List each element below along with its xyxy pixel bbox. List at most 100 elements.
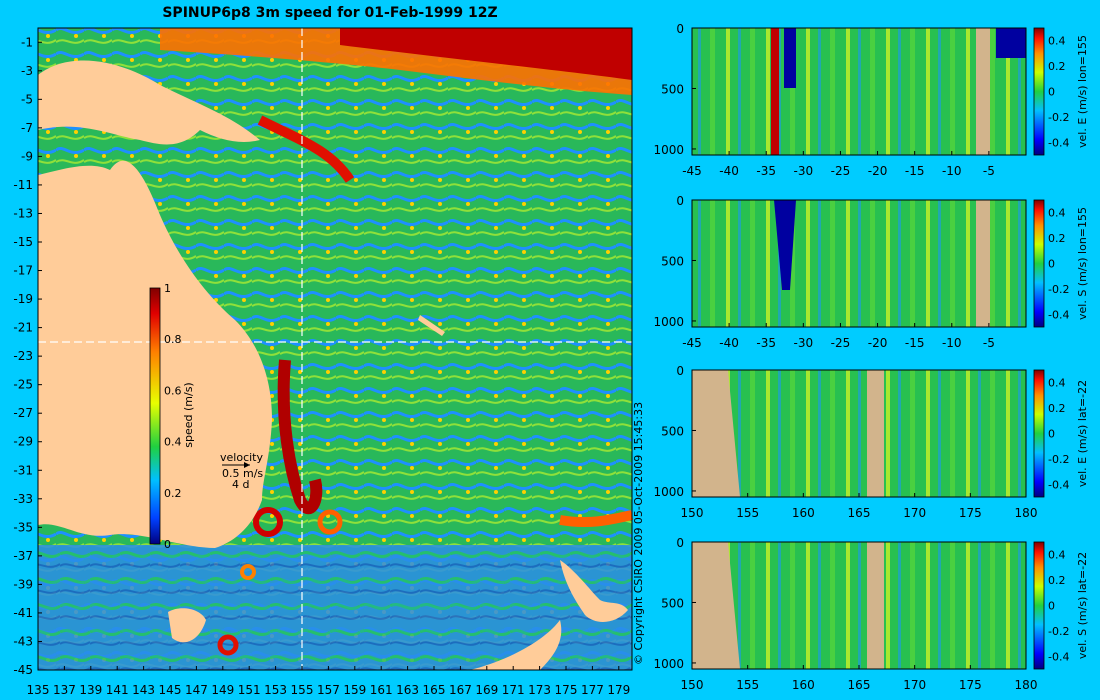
map-x-tick-label: 171 [502,683,525,697]
section-colorbar-tick-label: 0.2 [1048,60,1066,73]
section-y-tick-label: 1000 [653,315,684,329]
section-colorbar-tick-label: -0.2 [1048,111,1069,124]
section-panel-1 [691,27,1045,156]
map-x-tick-label: 143 [132,683,155,697]
section-y-tick-label: 1000 [653,143,684,157]
map-y-tick-label: -43 [13,634,33,648]
section-x-tick-label: -25 [831,336,851,350]
section-3-land [692,370,740,497]
section-colorbar-tick-label: 0.4 [1048,207,1066,220]
velocity-key: velocity 0.5 m/s 4 d [220,451,263,491]
map-y-tick-label: -19 [13,292,33,306]
section-x-tick-label: 170 [903,678,926,692]
section-4-land-ridge [867,542,884,669]
section-y-tick-label: 0 [676,194,684,208]
section-x-tick-label: 180 [1015,678,1038,692]
section-2-colorbar [1033,199,1045,328]
map-y-tick-label: -15 [13,235,33,249]
section-1-jet-south [784,28,796,88]
map-y-tick-label: -45 [13,663,33,677]
map-colorbar-tick-label: 0.4 [164,436,182,449]
section-x-tick-label: -30 [794,336,814,350]
map-x-tick-label: 139 [79,683,102,697]
eddy [253,507,283,537]
section-y-tick-label: 500 [661,82,684,96]
new-zealand-south-land [470,620,562,670]
map-y-tick-label: -37 [13,549,33,563]
section-colorbar-tick-label: -0.4 [1048,478,1069,491]
map-x-tick-label: 157 [317,683,340,697]
map-y-tick-label: -23 [13,349,33,363]
map-y-tick-label: -35 [13,520,33,534]
section-1-field [692,28,1026,155]
map-y-tick-label: -31 [13,463,33,477]
section-y-tick-label: 1000 [653,657,684,671]
map-y-tick-label: -9 [21,149,33,163]
section-colorbar-label: vel. E (m/s) lon=155 [1076,35,1089,148]
map-panel [37,27,634,671]
map-y-tick-label: -3 [21,64,33,78]
section-x-tick-label: -45 [682,164,702,178]
section-colorbar-label: vel. S (m/s) lon=155 [1076,207,1089,320]
section-colorbar-tick-label: -0.2 [1048,453,1069,466]
section-1-frame [691,27,1027,156]
section-x-tick-label: -40 [719,336,739,350]
section-colorbar-tick-label: -0.2 [1048,283,1069,296]
eddy [240,564,256,580]
map-colorbar-label: speed (m/s) [182,382,195,447]
section-x-tick-label: 155 [736,506,759,520]
new-guinea-land [38,60,260,145]
section-1-land [976,28,990,155]
section-3-colorbar [1033,369,1045,498]
section-4-colorbar [1033,541,1045,670]
map-x-tick-label: 165 [423,683,446,697]
section-x-tick-label: -30 [794,164,814,178]
map-frame [37,27,633,671]
eddy [317,509,343,535]
section-colorbar-tick-label: -0.2 [1048,625,1069,638]
map-x-tick-label: 155 [291,683,314,697]
map-x-tick-label: 163 [396,683,419,697]
section-4-field [692,542,1026,669]
map-y-tick-label: -11 [13,178,33,192]
section-4-land [692,542,740,669]
map-x-tick-label: 159 [343,683,366,697]
map-x-tick-label: 153 [264,683,287,697]
section-3-field [692,370,1026,497]
map-y-tick-label: -25 [13,378,33,392]
tick-labels: 135 137 139 141 143 145 147 149 151 153 155 157 159 1… [13,22,1089,697]
section-3-land-ridge [867,370,884,497]
map-x-tick-label: 145 [159,683,182,697]
map-colorbar-tick-label: 0.2 [164,487,182,500]
section-x-tick-label: -15 [905,336,925,350]
map-x-tick-label: 151 [238,683,261,697]
section-x-tick-label: -25 [831,164,851,178]
section-colorbar-tick-label: 0 [1048,428,1055,441]
map-x-tick-label: 149 [211,683,234,697]
map-y-tick-label: -41 [13,606,33,620]
section-x-tick-label: 165 [848,506,871,520]
section-2-frame [691,199,1027,328]
section-panel-2 [691,199,1045,328]
section-y-tick-label: 1000 [653,485,684,499]
section-colorbar-tick-label: 0.2 [1048,232,1066,245]
map-y-tick-label: -29 [13,435,33,449]
section-x-tick-label: 180 [1015,506,1038,520]
section-x-tick-label: 160 [792,678,815,692]
map-y-tick-label: -39 [13,577,33,591]
section-colorbar-tick-label: 0.2 [1048,574,1066,587]
section-x-tick-label: -5 [983,164,995,178]
section-panel-3 [691,369,1045,498]
section-2-jet [774,200,796,290]
map-x-tick-label: 167 [449,683,472,697]
map-y-tick-label: -13 [13,206,33,220]
section-x-tick-label: -45 [682,336,702,350]
map-x-tick-label: 141 [106,683,129,697]
section-colorbar-tick-label: 0.4 [1048,549,1066,562]
section-colorbar-tick-label: 0.2 [1048,402,1066,415]
section-colorbar-tick-label: -0.4 [1048,650,1069,663]
map-x-tick-label: 137 [53,683,76,697]
eddy [217,634,239,656]
new-caledonia-land [418,315,445,336]
section-x-tick-label: -10 [942,164,962,178]
